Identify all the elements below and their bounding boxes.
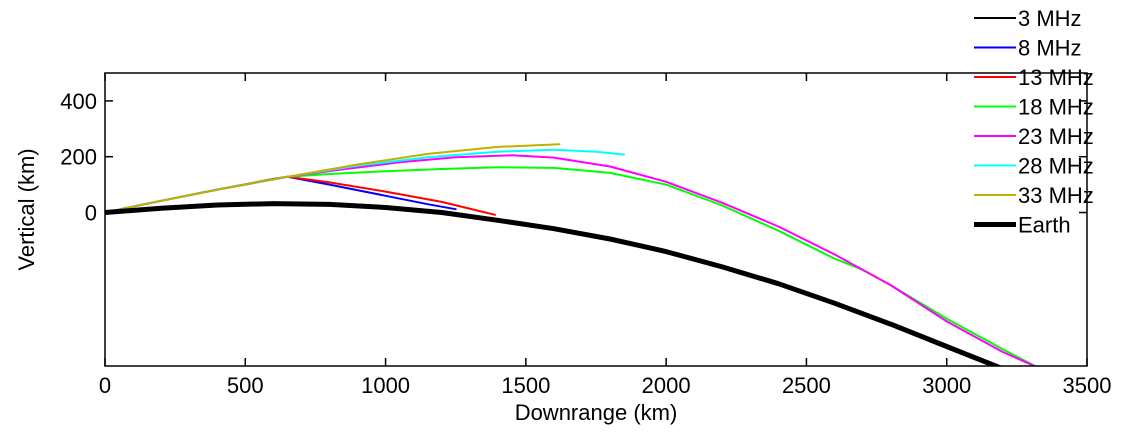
series-line-33-mhz (105, 143, 561, 214)
x-tick-label: 1500 (501, 373, 550, 398)
x-tick-label: 1000 (361, 373, 410, 398)
x-tick-label: 2500 (782, 373, 831, 398)
legend-label-18-mhz: 18 MHz (1018, 95, 1094, 120)
series-line-28-mhz (105, 148, 626, 214)
x-tick-label: 3000 (922, 373, 971, 398)
x-axis-label: Downrange (km) (515, 400, 678, 425)
x-tick-label: 2000 (642, 373, 691, 398)
ticks-layer: 0 500 1000 1500 2000 2500 3000 3500 0 200 400 (60, 73, 1111, 398)
plot-frame (104, 72, 1088, 367)
legend: 3 MHz 8 MHz 13 MHz 18 MHz 23 MHz 28 MHz 33 MHz… (974, 6, 1094, 238)
y-tick-label: 200 (60, 145, 97, 170)
series-line-earth (105, 201, 1041, 366)
legend-label-13-mhz: 13 MHz (1018, 65, 1094, 90)
y-tick-label: 400 (60, 89, 97, 114)
legend-label-33-mhz: 33 MHz (1018, 183, 1094, 208)
legend-label-8-mhz: 8 MHz (1018, 36, 1082, 61)
x-tick-label: 3500 (1063, 373, 1112, 398)
legend-label-23-mhz: 23 MHz (1018, 124, 1094, 149)
axes-layer (104, 72, 1088, 367)
legend-label-28-mhz: 28 MHz (1018, 154, 1094, 179)
series-line-23-mhz (105, 154, 1037, 366)
legend-label-3-mhz: 3 MHz (1018, 6, 1082, 31)
x-tick-label: 500 (227, 373, 264, 398)
y-axis-label: Vertical (km) (14, 148, 39, 270)
y-tick-label: 0 (85, 201, 97, 226)
series-line-18-mhz (105, 166, 1038, 366)
series-layer (105, 143, 1041, 366)
legend-label-earth: Earth (1018, 213, 1071, 238)
x-tick-label: 0 (99, 373, 111, 398)
